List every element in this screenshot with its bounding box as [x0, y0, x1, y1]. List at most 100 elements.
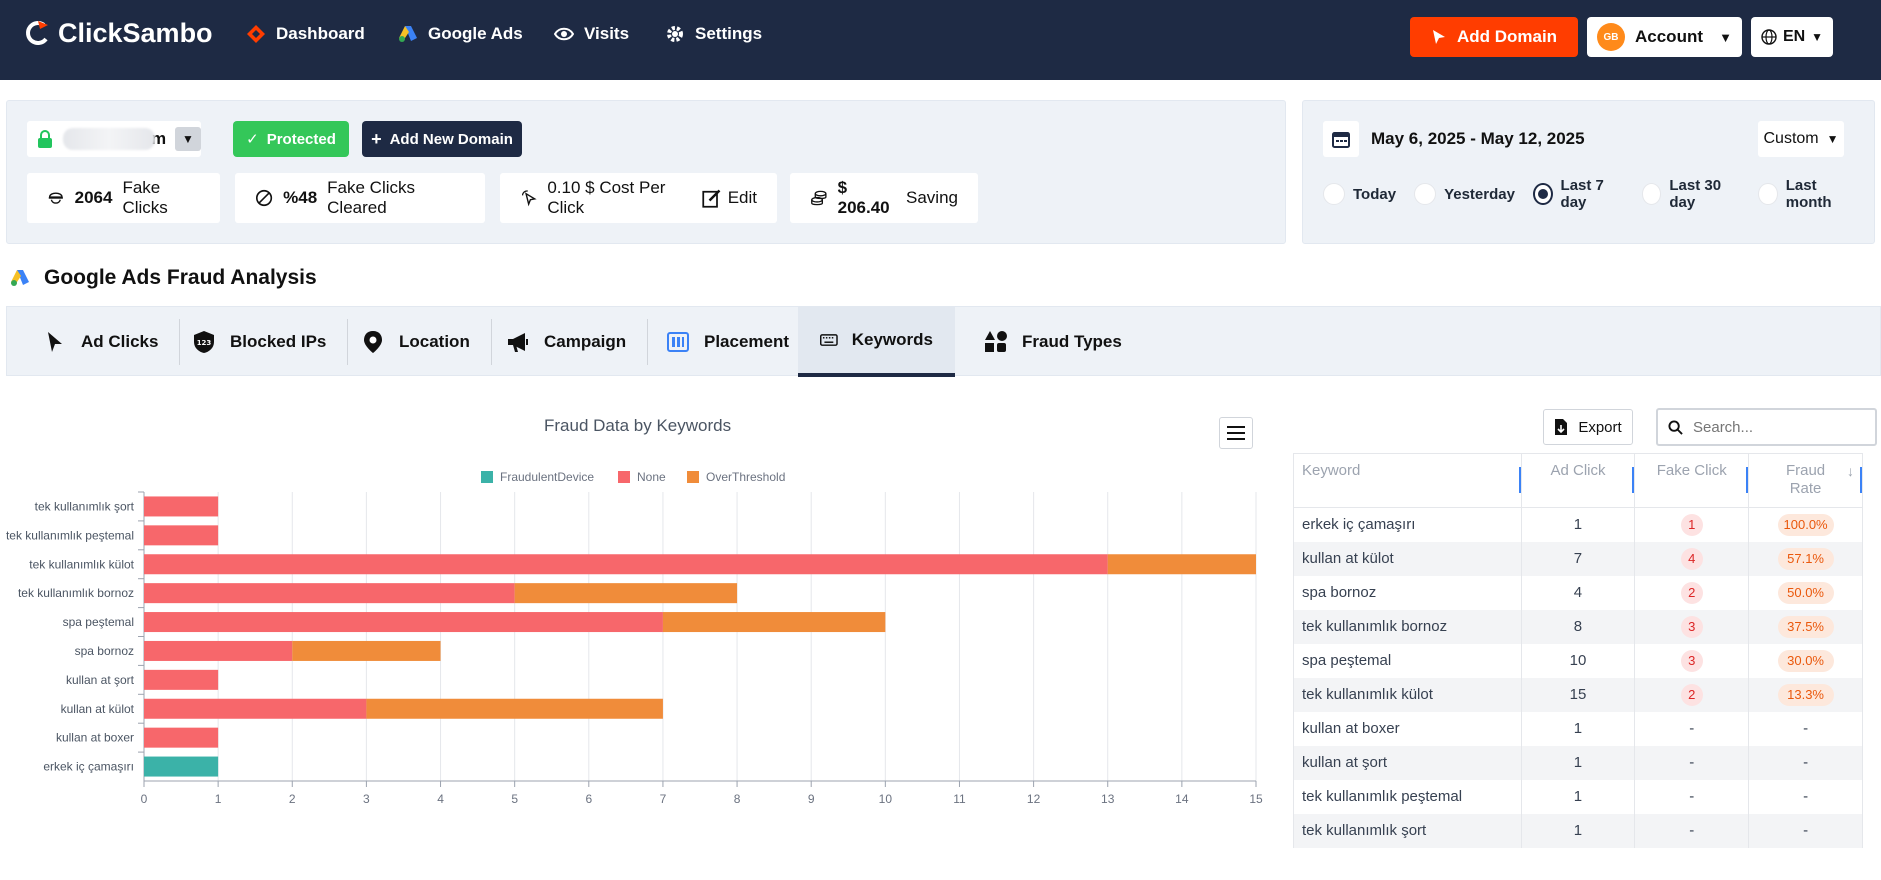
- cell-ad-click: 4: [1520, 575, 1636, 610]
- google-ads-icon: [399, 26, 417, 42]
- tab-location[interactable]: Location: [339, 307, 492, 377]
- table-row: tek kullanımlık peştemal 1- -: [1293, 779, 1863, 814]
- fake-click-badge: 1: [1680, 513, 1703, 536]
- cell-ad-click: 7: [1520, 541, 1636, 576]
- fake-click-badge: 3: [1680, 649, 1703, 672]
- add-new-domain-button[interactable]: + Add New Domain: [362, 121, 522, 157]
- legend-swatch: [687, 471, 699, 483]
- legend-item-over-threshold[interactable]: OverThreshold: [687, 470, 785, 484]
- chart-menu-button[interactable]: [1219, 417, 1253, 449]
- account-dropdown[interactable]: GB Account ▼: [1587, 17, 1742, 57]
- fake-clicks-value: 2064: [74, 188, 113, 207]
- legend-swatch: [618, 471, 630, 483]
- fake-click-badge: 2: [1680, 683, 1703, 706]
- domain-selector[interactable]: m ▼: [27, 121, 201, 157]
- tab-ad-clicks[interactable]: Ad Clicks: [21, 307, 181, 377]
- fake-clicks-stat: 2064 Fake Clicks: [27, 173, 220, 223]
- nav-visits[interactable]: Visits: [554, 24, 629, 44]
- cell-keyword: tek kullanımlık külot: [1293, 677, 1522, 712]
- export-button[interactable]: Export: [1543, 409, 1633, 445]
- sort-down-icon[interactable]: ↓: [1847, 463, 1854, 479]
- tab-label: Fraud Types: [1022, 332, 1122, 351]
- radio-indicator: [1758, 183, 1778, 205]
- x-tick-label: 13: [1101, 792, 1115, 806]
- language-dropdown[interactable]: EN ▼: [1751, 17, 1833, 57]
- fraud-rate-badge: 100.0%: [1777, 513, 1834, 536]
- table-row: erkek iç çamaşırı 1 1 100.0%: [1293, 507, 1863, 542]
- keywords-table: Keyword Ad Click Fake Click Fraud Rate ↓ e…: [1293, 453, 1863, 848]
- add-domain-button[interactable]: Add Domain: [1410, 17, 1578, 57]
- protected-label: Protected: [266, 130, 336, 148]
- cell-fake-click: 1: [1634, 507, 1750, 542]
- placement-icon: [667, 332, 689, 352]
- shield-icon: 123: [194, 331, 214, 353]
- cell-fake-click: 4: [1634, 541, 1750, 576]
- column-resize-handle[interactable]: [1860, 467, 1862, 493]
- date-mode-dropdown[interactable]: Custom ▼: [1758, 121, 1844, 157]
- date-range-text[interactable]: May 6, 2025 - May 12, 2025: [1371, 129, 1585, 148]
- cell-keyword: erkek iç çamaşırı: [1293, 507, 1522, 542]
- cell-fraud-rate: 50.0%: [1748, 575, 1863, 610]
- nav-google-ads[interactable]: Google Ads: [398, 24, 523, 44]
- nav-dashboard[interactable]: Dashboard: [246, 24, 365, 44]
- table-row: spa bornoz 4 2 50.0%: [1293, 575, 1863, 610]
- table-row: kullan at külot 7 4 57.1%: [1293, 541, 1863, 576]
- caret-down-icon[interactable]: ▼: [175, 127, 201, 151]
- search-field[interactable]: [1656, 408, 1877, 446]
- date-preset-last-7-day[interactable]: Last 7 day: [1532, 177, 1624, 211]
- x-tick-label: 4: [437, 792, 444, 806]
- bar-none: [144, 496, 219, 517]
- cell-keyword: kullan at külot: [1293, 541, 1522, 576]
- date-preset-last-30-day[interactable]: Last 30 day: [1642, 177, 1740, 211]
- calendar-button[interactable]: [1323, 121, 1359, 157]
- tab-keywords[interactable]: Keywords: [798, 307, 955, 377]
- globe-icon: [1761, 29, 1777, 45]
- date-preset-group: Today Yesterday Last 7 day Last 30 day L…: [1323, 177, 1874, 211]
- tab-fraud-types[interactable]: Fraud Types: [962, 307, 1144, 377]
- y-tick-label: kullan at külot: [61, 702, 135, 716]
- column-header-fake-click[interactable]: Fake Click: [1634, 453, 1750, 508]
- radio-indicator: [1642, 183, 1662, 205]
- tab-label: Keywords: [851, 330, 933, 349]
- cell-keyword: kullan at boxer: [1293, 711, 1522, 746]
- hamburger-menu-icon: [1227, 426, 1245, 440]
- date-preset-today[interactable]: Today: [1323, 177, 1396, 211]
- legend-item-fraudulent-device[interactable]: FraudulentDevice: [481, 470, 594, 484]
- tab-placement[interactable]: Placement: [644, 307, 811, 377]
- cleared-label: Fake Clicks Cleared: [327, 178, 416, 217]
- bar-none: [144, 727, 219, 748]
- column-resize-handle[interactable]: [1518, 467, 1521, 493]
- column-header-fraud-rate[interactable]: Fraud Rate ↓: [1748, 453, 1863, 508]
- export-label: Export: [1578, 418, 1622, 436]
- cell-keyword: spa bornoz: [1293, 575, 1522, 610]
- search-input[interactable]: [1693, 418, 1853, 436]
- cost-per-click-stat: 0.10 $ Cost Per Click Edit: [500, 173, 777, 223]
- fake-click-badge: 4: [1680, 547, 1703, 570]
- bar-none: [144, 698, 367, 719]
- logo[interactable]: ClickSambo: [24, 18, 213, 49]
- table-header-row: Keyword Ad Click Fake Click Fraud Rate ↓: [1293, 453, 1863, 508]
- edit-cpc-button[interactable]: Edit: [702, 188, 757, 208]
- column-resize-handle[interactable]: [1746, 467, 1749, 493]
- cell-fraud-rate: -: [1748, 745, 1863, 780]
- cell-ad-click: 10: [1520, 643, 1636, 678]
- add-domain-label: Add Domain: [1456, 27, 1558, 46]
- protected-badge: ✓ Protected: [233, 121, 349, 157]
- date-preset-yesterday[interactable]: Yesterday: [1414, 177, 1515, 211]
- x-tick-label: 14: [1175, 792, 1189, 806]
- column-header-keyword[interactable]: Keyword: [1293, 453, 1522, 508]
- column-header-ad-click[interactable]: Ad Click: [1520, 453, 1636, 508]
- edit-icon: [702, 189, 721, 208]
- x-tick-label: 10: [879, 792, 893, 806]
- tab-campaign[interactable]: Campaign: [484, 307, 649, 377]
- legend-item-none[interactable]: None: [618, 470, 666, 484]
- nav-settings[interactable]: Settings: [665, 24, 762, 44]
- date-preset-last-month[interactable]: Last month: [1758, 177, 1856, 211]
- nav-visits-label: Visits: [584, 24, 630, 43]
- gear-icon: [667, 26, 683, 42]
- tab-blocked-ips[interactable]: 123 Blocked IPs: [170, 307, 349, 377]
- column-resize-handle[interactable]: [1632, 467, 1635, 493]
- cell-fake-click: -: [1634, 779, 1750, 814]
- date-preset-label: Yesterday: [1444, 185, 1515, 203]
- legend-label: OverThreshold: [706, 470, 786, 484]
